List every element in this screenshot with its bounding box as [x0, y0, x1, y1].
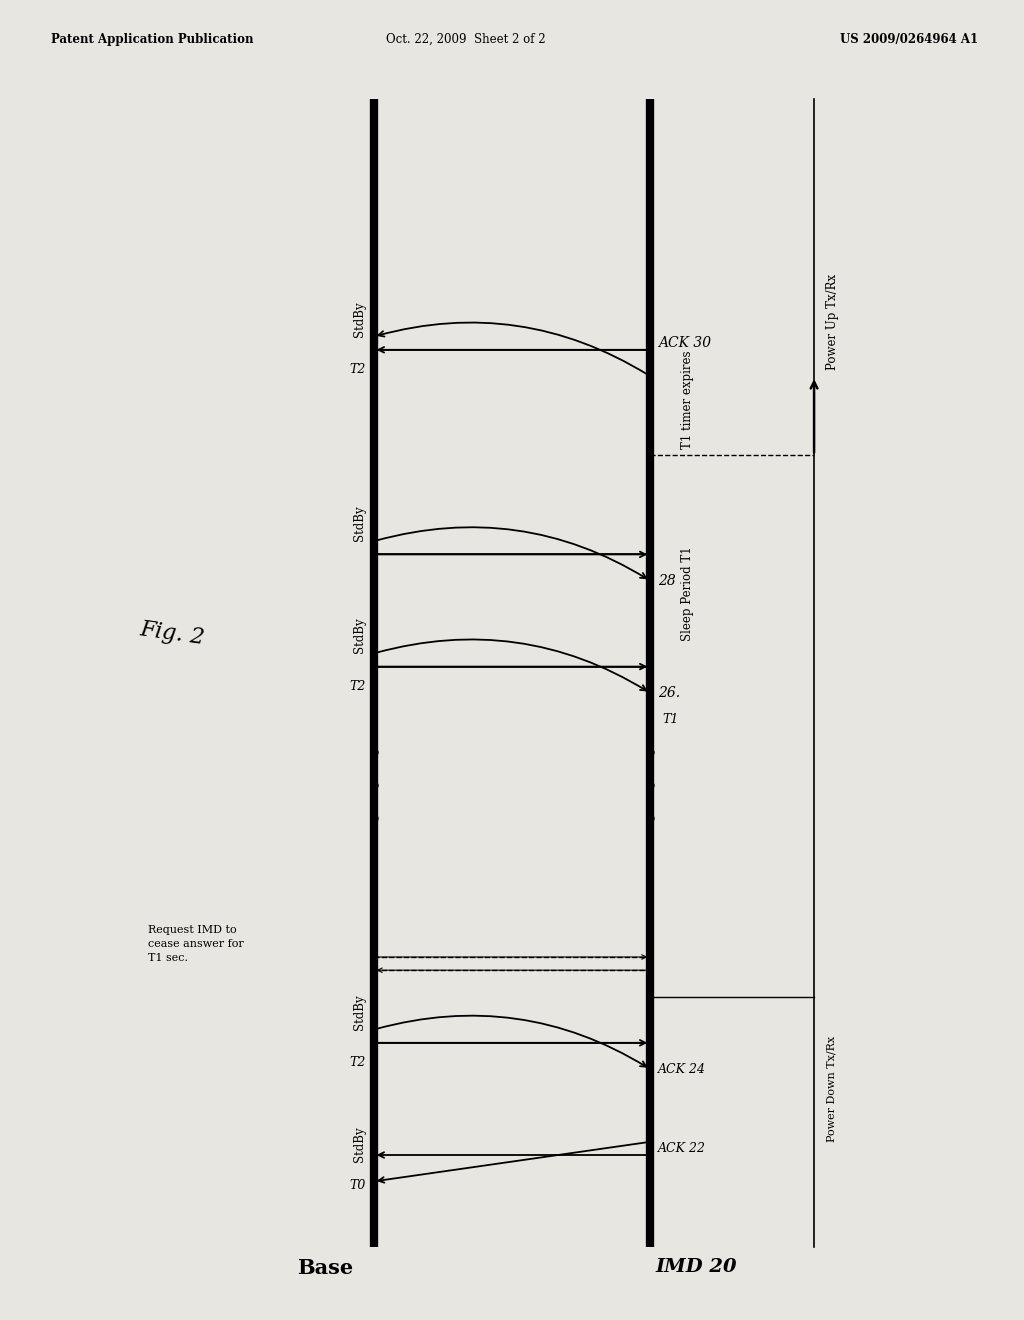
Text: Patent Application Publication: Patent Application Publication	[51, 33, 254, 46]
Text: Request IMD to
cease answer for
T1 sec.: Request IMD to cease answer for T1 sec.	[148, 925, 245, 962]
Text: T2: T2	[349, 363, 366, 376]
Text: T0: T0	[349, 1179, 366, 1192]
Text: Sleep Period T1: Sleep Period T1	[681, 546, 694, 642]
Text: Power Down Tx/Rx: Power Down Tx/Rx	[826, 1036, 837, 1142]
Text: StdBy: StdBy	[352, 994, 366, 1030]
Text: ACK 24: ACK 24	[658, 1063, 707, 1076]
Text: StdBy: StdBy	[352, 506, 366, 541]
Text: T2: T2	[349, 680, 366, 693]
Text: IMD 20: IMD 20	[655, 1258, 737, 1276]
Text: StdBy: StdBy	[352, 1126, 366, 1162]
Text: 28: 28	[658, 574, 676, 589]
Text: Fig. 2: Fig. 2	[138, 618, 206, 649]
Text: Power Up Tx/Rx: Power Up Tx/Rx	[826, 273, 840, 370]
Text: US 2009/0264964 A1: US 2009/0264964 A1	[840, 33, 978, 46]
Text: Oct. 22, 2009  Sheet 2 of 2: Oct. 22, 2009 Sheet 2 of 2	[386, 33, 546, 46]
Text: T1: T1	[663, 713, 679, 726]
Text: T1 timer expires: T1 timer expires	[681, 350, 694, 449]
Text: T2: T2	[349, 1056, 366, 1069]
Text: Base: Base	[297, 1258, 353, 1278]
Text: StdBy: StdBy	[352, 301, 366, 337]
Text: ACK 30: ACK 30	[658, 335, 712, 350]
Text: StdBy: StdBy	[352, 618, 366, 653]
Text: 26.: 26.	[658, 686, 681, 701]
Text: ACK 22: ACK 22	[658, 1142, 707, 1155]
